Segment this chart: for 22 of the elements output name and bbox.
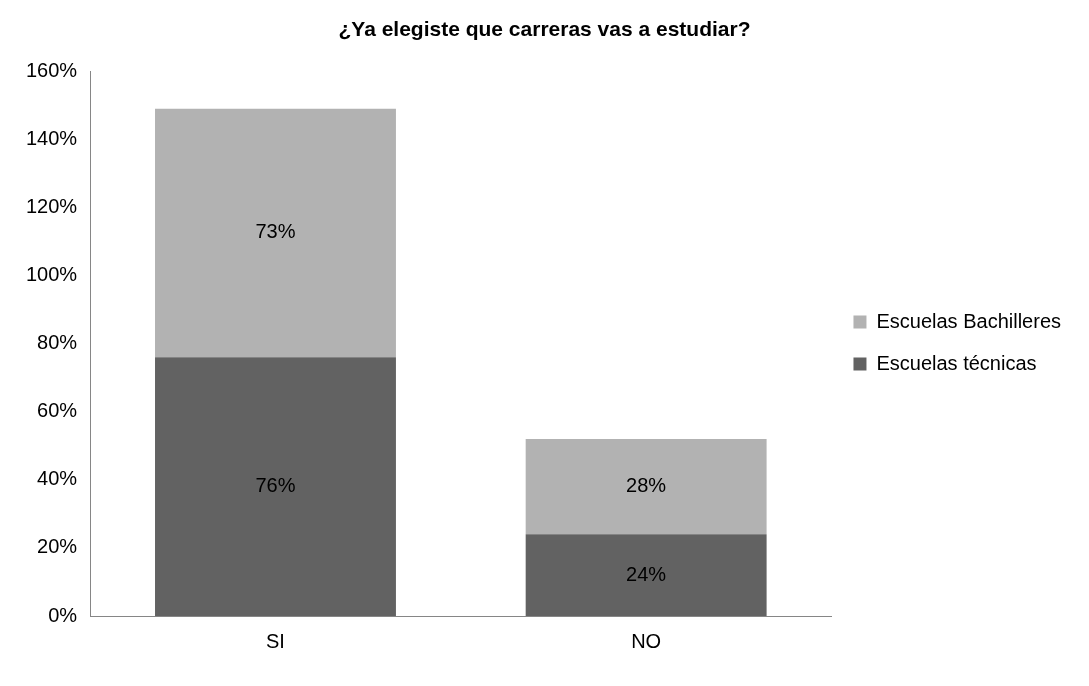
data-label: 73% <box>255 220 296 243</box>
data-label: 24% <box>626 562 667 585</box>
x-tick-label: SI <box>266 629 285 652</box>
y-tick-label: 80% <box>37 331 78 354</box>
y-tick-label: 60% <box>37 399 78 422</box>
y-tick-label: 20% <box>37 535 78 558</box>
y-tick-label: 160% <box>26 58 78 81</box>
y-tick-label: 0% <box>48 603 78 626</box>
bar <box>155 357 396 616</box>
y-tick-label: 140% <box>26 126 78 149</box>
bar <box>525 438 767 535</box>
data-label: 28% <box>626 474 667 497</box>
x-tick-label: NO <box>631 629 662 652</box>
chart-title: ¿Ya elegiste que carreras vas a estudiar? <box>338 17 751 41</box>
legend-label: Escuelas técnicas <box>876 351 1037 374</box>
y-tick-label: 40% <box>37 467 78 490</box>
y-tick-label: 120% <box>26 194 78 217</box>
data-label: 76% <box>255 474 296 497</box>
bar <box>155 108 396 358</box>
legend-label: Escuelas Bachilleres <box>876 309 1061 332</box>
bar <box>525 534 767 616</box>
y-tick-label: 100% <box>26 263 78 286</box>
